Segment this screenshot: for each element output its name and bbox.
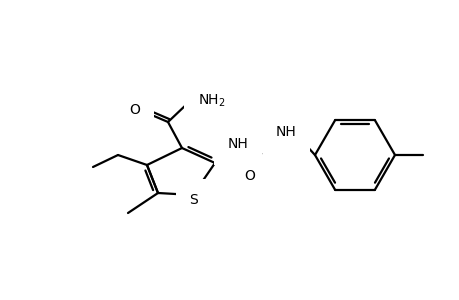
- Text: NH$_2$: NH$_2$: [197, 93, 225, 109]
- Text: O: O: [244, 169, 255, 183]
- Text: NH: NH: [227, 137, 248, 151]
- Text: O: O: [129, 103, 140, 117]
- Text: NH: NH: [275, 125, 296, 139]
- Text: S: S: [189, 193, 198, 207]
